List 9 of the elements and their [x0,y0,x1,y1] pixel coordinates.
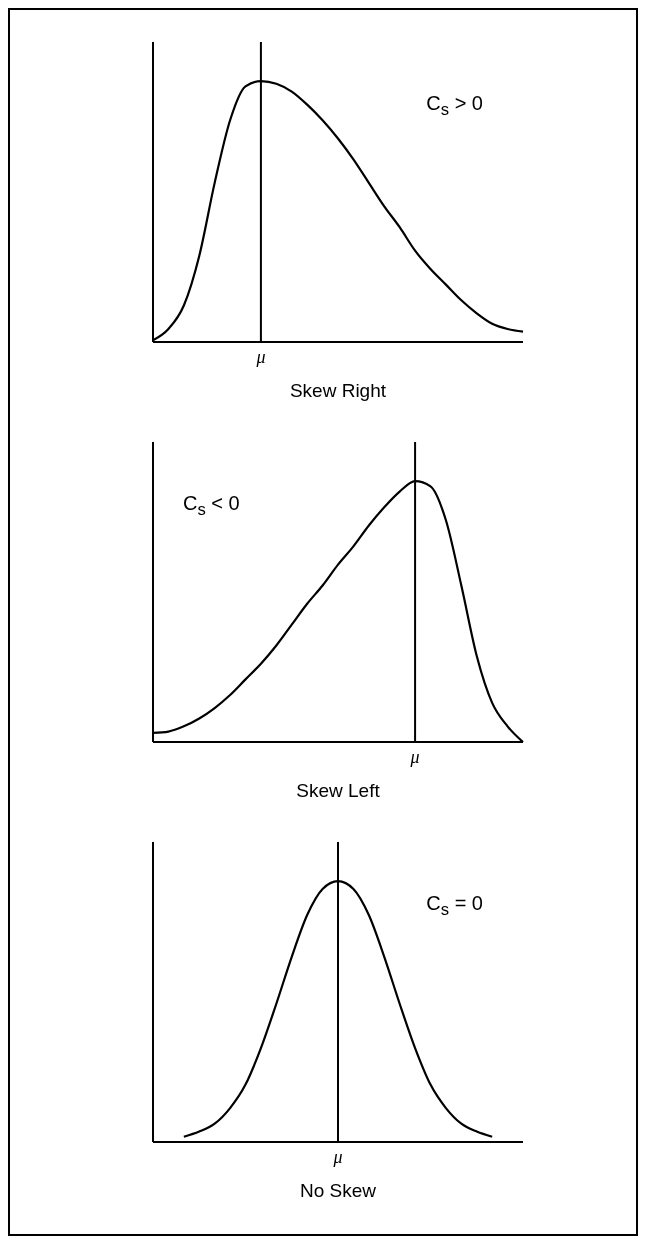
text: μ [409,746,420,767]
text: μ [255,346,266,367]
x-axis-title: Skew Left [295,780,381,802]
x-axis-title: No Skew [299,1180,377,1202]
annotation: C$_{s}$ > 0 [426,92,483,120]
text: μ [332,1146,343,1167]
annotation: C$_{s}$ = 0 [426,892,483,920]
annotation: C$_{s}$ < 0 [183,492,240,520]
x-axis-title: Skew Right [288,380,388,402]
